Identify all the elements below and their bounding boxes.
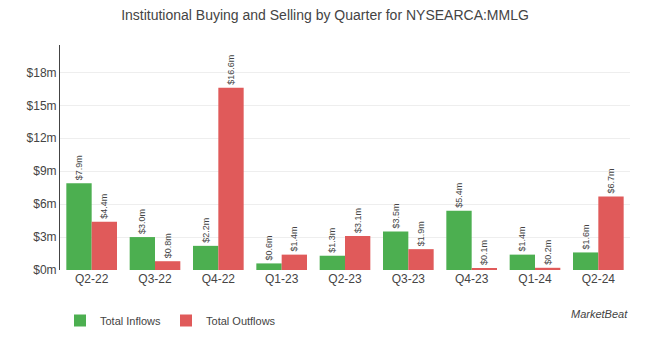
svg-text:$9m: $9m (33, 164, 56, 178)
svg-text:Q2-23: Q2-23 (328, 272, 362, 286)
svg-text:$1.4m: $1.4m (517, 227, 527, 252)
svg-text:$0.2m: $0.2m (543, 240, 553, 265)
svg-text:$2.2m: $2.2m (201, 218, 211, 243)
svg-text:$15m: $15m (27, 99, 57, 113)
svg-text:Q4-23: Q4-23 (455, 272, 489, 286)
svg-text:$12m: $12m (27, 131, 57, 145)
svg-text:$6m: $6m (33, 197, 56, 211)
svg-text:$4.4m: $4.4m (99, 194, 109, 219)
svg-text:MarketBeat: MarketBeat (571, 308, 628, 320)
svg-text:$0m: $0m (33, 263, 56, 277)
svg-text:Institutional Buying and Selli: Institutional Buying and Selling by Quar… (121, 7, 529, 23)
svg-text:$7.9m: $7.9m (74, 155, 84, 180)
svg-text:$5.4m: $5.4m (454, 183, 464, 208)
svg-text:Q4-22: Q4-22 (202, 272, 236, 286)
svg-text:$1.4m: $1.4m (289, 227, 299, 252)
svg-text:$1.6m: $1.6m (581, 224, 591, 249)
svg-text:$0.1m: $0.1m (479, 240, 489, 265)
svg-text:$16.6m: $16.6m (226, 55, 236, 85)
svg-text:$3m: $3m (33, 230, 56, 244)
svg-text:$3.5m: $3.5m (391, 204, 401, 229)
svg-text:$3.0m: $3.0m (137, 209, 147, 234)
svg-text:$1.9m: $1.9m (416, 221, 426, 246)
svg-text:Q1-23: Q1-23 (265, 272, 299, 286)
svg-text:Q1-24: Q1-24 (518, 272, 552, 286)
svg-text:Q2-22: Q2-22 (75, 272, 109, 286)
svg-text:Q3-23: Q3-23 (392, 272, 426, 286)
svg-text:Q2-24: Q2-24 (582, 272, 616, 286)
svg-text:$0.6m: $0.6m (264, 235, 274, 260)
svg-text:Q3-22: Q3-22 (138, 272, 172, 286)
svg-text:Total Inflows: Total Inflows (100, 315, 161, 327)
svg-text:$3.1m: $3.1m (353, 208, 363, 233)
svg-text:$1.3m: $1.3m (327, 228, 337, 253)
svg-text:$0.8m: $0.8m (163, 233, 173, 258)
svg-text:Total Outflows: Total Outflows (206, 315, 276, 327)
svg-text:$18m: $18m (27, 66, 57, 80)
svg-text:$6.7m: $6.7m (606, 168, 616, 193)
